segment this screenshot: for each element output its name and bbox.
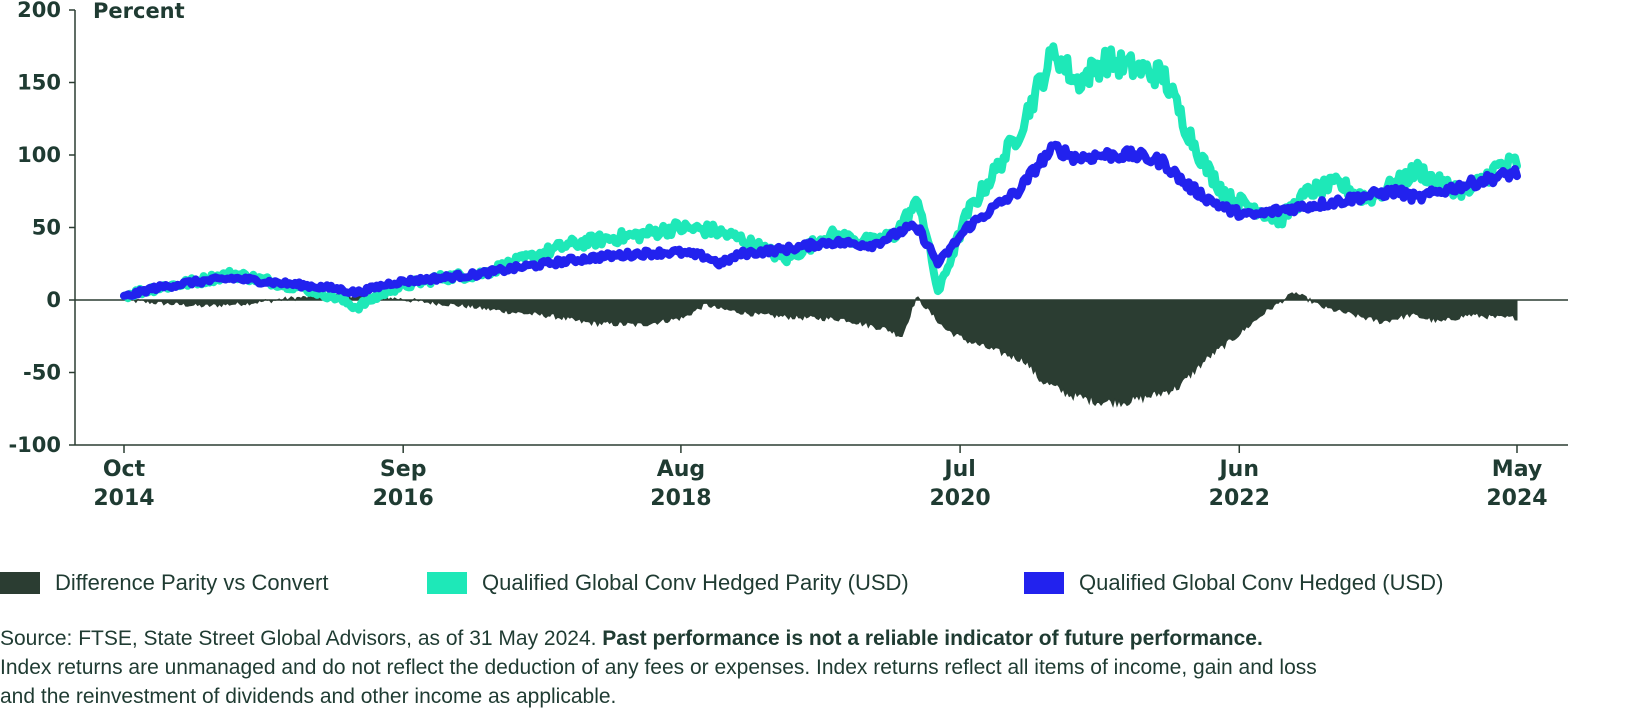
x-tick-year: 2016 (373, 486, 434, 511)
y-tick-label: -50 (23, 361, 61, 385)
x-tick-month: Sep (380, 457, 427, 482)
y-tick-label: 50 (32, 216, 61, 240)
source-note: Source: FTSE, State Street Global Adviso… (0, 624, 1600, 711)
axes (74, 10, 1568, 446)
x-tick-month: May (1492, 457, 1542, 482)
series-area-difference (123, 292, 1518, 408)
y-tick-label: 200 (17, 0, 61, 22)
line-chart: 200 150 100 50 0 -50 -100 Oct 2014 Sep 2016 Aug 2018… (8, 0, 1568, 511)
difference-area-layer (123, 292, 1518, 408)
y-tick-label: 0 (46, 288, 61, 312)
x-tick-year: 2022 (1209, 486, 1270, 511)
legend-swatch-hedged (1024, 572, 1064, 594)
x-tick-year: 2014 (93, 486, 154, 511)
source-line-2: Index returns are unmanaged and do not r… (0, 656, 1317, 679)
legend-item-parity: Qualified Global Conv Hedged Parity (USD… (427, 566, 909, 600)
series-lines-layer (120, 42, 1521, 314)
legend-item-difference: Difference Parity vs Convert (0, 566, 328, 600)
x-tick-year: 2024 (1486, 486, 1547, 511)
tick-labels-layer: 200 150 100 50 0 -50 -100 Oct 2014 Sep 2016 Aug 2018… (8, 0, 1547, 511)
legend-label-hedged: Qualified Global Conv Hedged (USD) (1079, 570, 1444, 595)
source-line-3: and the reinvestment of dividends and ot… (0, 685, 617, 708)
x-tick-year: 2018 (650, 486, 711, 511)
legend-item-hedged: Qualified Global Conv Hedged (USD) (1024, 566, 1443, 600)
x-tick-month: Jul (942, 457, 975, 482)
x-tick-year: 2020 (929, 486, 990, 511)
y-tick-label: 150 (17, 71, 61, 95)
legend-label-parity: Qualified Global Conv Hedged Parity (USD… (482, 570, 909, 595)
series-line-hedged (120, 140, 1521, 300)
series-line-parity (120, 42, 1521, 314)
x-tick-month: Oct (103, 457, 146, 482)
y-tick-label: -100 (8, 433, 61, 457)
legend-swatch-parity (427, 572, 467, 594)
legend-label-difference: Difference Parity vs Convert (55, 570, 329, 595)
x-tick-month: Jun (1218, 457, 1260, 482)
y-axis-label: Percent (93, 0, 185, 23)
x-tick-month: Aug (657, 457, 705, 482)
y-tick-label: 100 (17, 143, 61, 167)
legend: Difference Parity vs Convert Qualified G… (0, 566, 1626, 600)
source-line-1: Source: FTSE, State Street Global Adviso… (0, 624, 1600, 653)
performance-disclaimer: Past performance is not a reliable indic… (602, 627, 1263, 650)
legend-swatch-difference (0, 572, 40, 594)
source-text: Source: FTSE, State Street Global Adviso… (0, 627, 603, 650)
